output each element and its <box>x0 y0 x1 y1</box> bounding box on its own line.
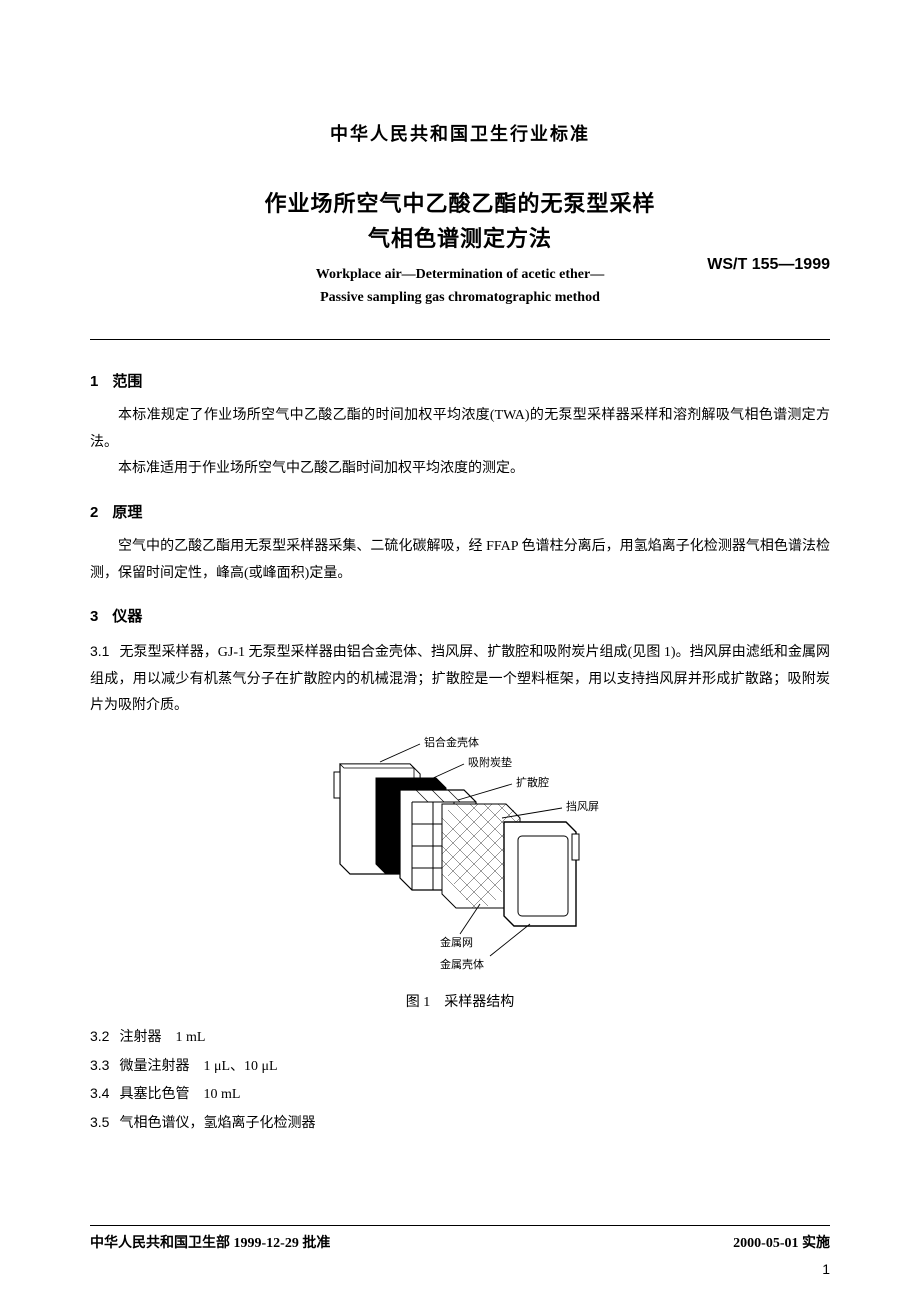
section-3-num: 3 <box>90 608 98 625</box>
item-3-3-num: 3.3 <box>90 1057 109 1073</box>
footer-left: 中华人民共和国卫生部 1999-12-29 批准 <box>90 1232 330 1252</box>
diagram-label-windscreen: 挡风屏 <box>566 799 599 813</box>
diagram-label-metalshell: 金属壳体 <box>440 957 484 971</box>
standard-code: WS/T 155—1999 <box>707 256 830 274</box>
title-block: 作业场所空气中乙酸乙酯的无泵型采样 气相色谱测定方法 WS/T 155—1999… <box>90 186 830 309</box>
item-3-5: 3.5 气相色谱仪，氢焰离子化检测器 <box>90 1109 830 1138</box>
section-3-heading: 3 仪器 <box>90 605 830 626</box>
section-3-title: 仪器 <box>112 609 142 625</box>
section-2-num: 2 <box>90 504 98 521</box>
section-2-heading: 2 原理 <box>90 501 830 522</box>
item-3-2: 3.2 注射器 1 mL <box>90 1023 830 1052</box>
section-2-p1: 空气中的乙酸乙酯用无泵型采样器采集、二硫化碳解吸，经 FFAP 色谱柱分离后，用… <box>90 534 830 587</box>
item-3-3-text: 微量注射器 1 μL、10 μL <box>119 1059 277 1074</box>
item-3-1-num: 3.1 <box>90 643 109 659</box>
item-3-4-text: 具塞比色管 10 mL <box>119 1087 240 1102</box>
footer-right: 2000-05-01 实施 <box>733 1232 830 1252</box>
section-1-title: 范围 <box>112 374 142 390</box>
item-3-4-num: 3.4 <box>90 1085 109 1101</box>
item-3-3: 3.3 微量注射器 1 μL、10 μL <box>90 1052 830 1081</box>
section-1-heading: 1 范围 <box>90 370 830 391</box>
diagram-label-metalnet: 金属网 <box>440 935 473 949</box>
diagram-label-carbon: 吸附炭垫 <box>468 755 512 769</box>
item-3-4: 3.4 具塞比色管 10 mL <box>90 1080 830 1109</box>
section-1-p1: 本标准规定了作业场所空气中乙酸乙酯的时间加权平均浓度(TWA)的无泵型采样器采样… <box>90 403 830 456</box>
title-cn-line1: 作业场所空气中乙酸乙酯的无泵型采样 <box>90 186 830 221</box>
item-3-5-num: 3.5 <box>90 1114 109 1130</box>
item-3-2-num: 3.2 <box>90 1028 109 1044</box>
diagram-label-diffusion: 扩散腔 <box>516 775 549 789</box>
section-2-title: 原理 <box>112 505 142 521</box>
item-3-2-text: 注射器 1 mL <box>119 1030 205 1045</box>
figure-1: 铝合金壳体 吸附炭垫 扩散腔 挡风屏 金属网 金属壳体 <box>90 734 830 979</box>
footer: 中华人民共和国卫生部 1999-12-29 批准 2000-05-01 实施 <box>90 1225 830 1252</box>
title-cn-line2: 气相色谱测定方法 <box>90 221 830 256</box>
item-3-5-text: 气相色谱仪，氢焰离子化检测器 <box>119 1116 315 1131</box>
sampler-diagram: 铝合金壳体 吸附炭垫 扩散腔 挡风屏 金属网 金属壳体 <box>280 734 640 974</box>
document-header: 中华人民共和国卫生行业标准 <box>90 120 830 146</box>
item-3-1: 3.1无泵型采样器，GJ-1 无泵型采样器由铝合金壳体、挡风屏、扩散腔和吸附炭片… <box>90 638 830 720</box>
divider <box>90 339 830 340</box>
page-number: 1 <box>822 1261 830 1277</box>
figure-1-caption: 图 1 采样器结构 <box>90 991 830 1011</box>
title-en-line2: Passive sampling gas chromatographic met… <box>90 287 830 309</box>
section-1-p2: 本标准适用于作业场所空气中乙酸乙酯时间加权平均浓度的测定。 <box>90 456 830 483</box>
item-3-1-text: 无泵型采样器，GJ-1 无泵型采样器由铝合金壳体、挡风屏、扩散腔和吸附炭片组成(… <box>90 645 830 713</box>
diagram-label-aluminium: 铝合金壳体 <box>424 735 479 749</box>
section-1-num: 1 <box>90 373 98 390</box>
